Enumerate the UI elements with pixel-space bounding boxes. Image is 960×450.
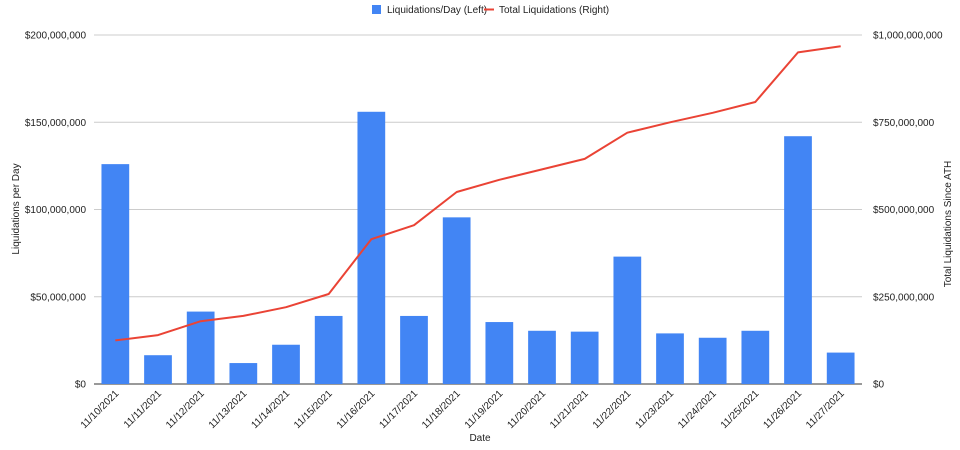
bar: [314, 315, 343, 384]
legend-swatch-bars: [372, 5, 381, 14]
bar: [570, 331, 599, 384]
legend: Liquidations/Day (Left) Total Liquidatio…: [372, 5, 609, 16]
bar: [656, 333, 684, 384]
x-tick-label: 11/16/2021: [335, 388, 378, 431]
left-axis-ticks: $0 $50,000,000 $100,000,000 $150,000,000 $20…: [25, 31, 87, 391]
bar: [613, 256, 642, 384]
y-tick-label: $150,000,000: [25, 118, 87, 129]
x-tick-label: 11/23/2021: [633, 388, 676, 431]
x-tick-label: 11/17/2021: [377, 388, 420, 431]
bar: [741, 330, 770, 384]
x-tick-label: 11/25/2021: [719, 388, 762, 431]
y2-tick-label: $1,000,000,000: [873, 31, 943, 42]
right-axis-ticks: $0 $250,000,000 $500,000,000 $750,000,000 $1…: [873, 31, 943, 391]
line-path: [115, 45, 841, 342]
x-tick-label: 11/15/2021: [292, 388, 335, 431]
left-axis-title: Liquidations per Day: [11, 163, 22, 254]
gridlines: [94, 34, 862, 385]
x-tick-label: 11/22/2021: [591, 388, 634, 431]
y-tick-label: $50,000,000: [30, 292, 86, 303]
line-series: [115, 45, 841, 342]
bar: [144, 355, 172, 384]
right-axis-title: Total Liquidations Since ATH: [943, 161, 954, 288]
x-tick-label: 11/19/2021: [463, 388, 506, 431]
x-tick-label: 11/13/2021: [207, 388, 250, 431]
bar: [272, 344, 300, 384]
x-tick-label: 11/26/2021: [761, 388, 804, 431]
x-axis-ticks: 11/10/2021 11/11/2021 11/12/2021 11/13/2021…: [79, 388, 847, 431]
bar: [442, 217, 471, 384]
legend-label-bars: Liquidations/Day (Left): [387, 5, 487, 16]
bar: [101, 164, 130, 384]
x-tick-label: 11/21/2021: [548, 388, 591, 431]
bar: [186, 311, 215, 384]
bar: [357, 111, 386, 384]
y-tick-label: $100,000,000: [25, 205, 87, 216]
y2-tick-label: $500,000,000: [873, 205, 935, 216]
y-tick-label: $0: [75, 380, 87, 391]
bar-series: [101, 111, 855, 384]
y2-tick-label: $250,000,000: [873, 292, 935, 303]
y2-tick-label: $0: [873, 380, 885, 391]
x-tick-label: 11/18/2021: [420, 388, 463, 431]
bar: [784, 136, 812, 384]
bar: [485, 322, 514, 384]
x-tick-label: 11/12/2021: [164, 388, 207, 431]
x-tick-label: 11/24/2021: [676, 388, 719, 431]
bar: [698, 337, 727, 384]
x-tick-label: 11/10/2021: [79, 388, 122, 431]
y-tick-label: $200,000,000: [25, 31, 87, 42]
bar: [826, 352, 855, 384]
x-axis-title: Date: [469, 433, 491, 444]
legend-label-line: Total Liquidations (Right): [499, 5, 609, 16]
y2-tick-label: $750,000,000: [873, 118, 935, 129]
bar: [400, 315, 428, 384]
bar: [229, 363, 258, 384]
x-tick-label: 11/27/2021: [804, 388, 847, 431]
x-tick-label: 11/14/2021: [249, 388, 292, 431]
bar: [528, 330, 556, 384]
x-tick-label: 11/11/2021: [122, 388, 164, 430]
x-tick-label: 11/20/2021: [505, 388, 548, 431]
